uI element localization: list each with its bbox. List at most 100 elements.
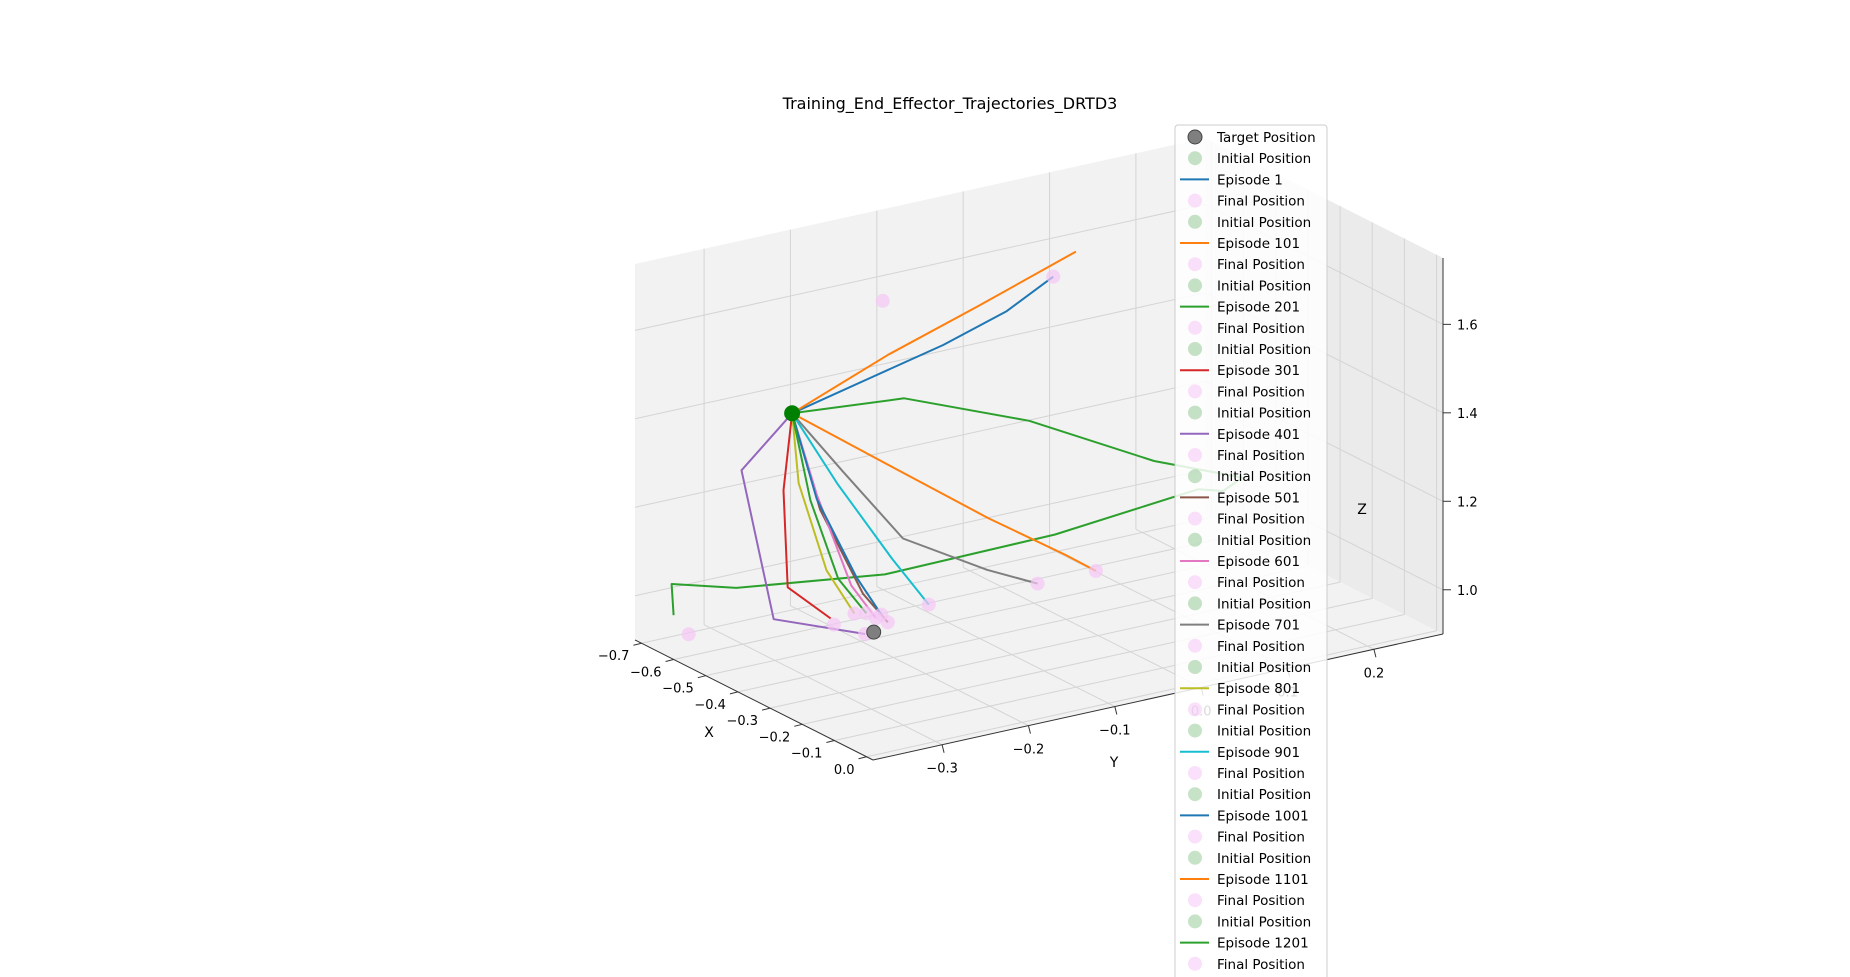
- y-tick-mark: [1027, 725, 1031, 734]
- trajectory-series: [670, 250, 1244, 635]
- x-tick-label: −0.2: [759, 730, 791, 745]
- z-tick-label: 1.2: [1457, 495, 1478, 510]
- legend-marker-swatch: [1188, 893, 1202, 908]
- legend-marker-swatch: [1188, 214, 1202, 229]
- trajectory-line: [791, 413, 868, 614]
- y-tick-mark: [1373, 649, 1377, 658]
- y-tick-label: −0.2: [1013, 743, 1045, 758]
- x-tick-mark: [761, 707, 771, 711]
- legend-marker-swatch: [1188, 787, 1202, 802]
- grid-y-floor: [876, 586, 1116, 707]
- x-tick-label: −0.7: [598, 649, 630, 664]
- legend-label: Final Position: [1217, 194, 1305, 210]
- x-tick-mark: [858, 756, 867, 760]
- legend-label: Episode 301: [1217, 363, 1300, 379]
- legend-label: Final Position: [1217, 830, 1305, 846]
- legend-label: Final Position: [1217, 321, 1305, 337]
- legend-marker-swatch: [1187, 129, 1203, 145]
- legend-marker-swatch: [1188, 766, 1202, 780]
- trajectory-line: [791, 412, 930, 606]
- y-axis-label: Y: [1109, 755, 1119, 771]
- legend-label: Final Position: [1217, 512, 1305, 528]
- y-tick-label: 0.2: [1364, 666, 1385, 681]
- legend-marker-swatch: [1188, 596, 1202, 611]
- legend-marker-swatch: [1188, 575, 1202, 590]
- legend-marker-swatch: [1188, 469, 1202, 484]
- y-tick-mark: [1114, 706, 1118, 715]
- z-axis-label: Z: [1357, 502, 1367, 518]
- trajectory-line: [791, 275, 1054, 415]
- legend-marker-swatch: [1188, 405, 1202, 420]
- legend-marker-swatch: [1188, 660, 1202, 674]
- legend-marker-swatch: [1188, 532, 1202, 547]
- grid-z-left: [634, 469, 1206, 597]
- x-tick-mark: [826, 740, 835, 744]
- legend-marker-swatch: [1188, 850, 1202, 865]
- legend-label: Episode 201: [1217, 300, 1300, 316]
- legend-label: Initial Position: [1217, 596, 1311, 612]
- position-markers: [681, 269, 1103, 642]
- final-position-marker: [681, 627, 696, 642]
- legend-label: Episode 401: [1217, 427, 1300, 443]
- grid-x-floor: [641, 516, 1212, 644]
- x-tick-label: −0.5: [662, 682, 694, 697]
- legend-label: Episode 901: [1217, 745, 1300, 761]
- legend-marker-swatch: [1188, 702, 1202, 717]
- x-axis-label: X: [704, 725, 714, 741]
- legend-label: Final Position: [1217, 893, 1305, 909]
- trajectory-line: [791, 413, 883, 616]
- legend-label: Final Position: [1217, 766, 1305, 782]
- final-position-marker: [1030, 576, 1045, 591]
- target-position-marker: [866, 624, 882, 640]
- legend-label: Episode 801: [1217, 681, 1300, 697]
- y-tick-mark: [941, 744, 945, 753]
- legend-marker-swatch: [1188, 151, 1202, 166]
- legend: Target Position Initial Position Episode 1…: [1174, 124, 1328, 977]
- x-tick-label: −0.6: [630, 665, 662, 680]
- legend-marker-swatch: [1188, 448, 1202, 462]
- legend-marker-swatch: [1188, 384, 1202, 399]
- final-position-marker: [847, 606, 862, 621]
- legend-marker-swatch: [1188, 278, 1202, 293]
- legend-label: Episode 501: [1217, 490, 1300, 506]
- trajectory-line: [791, 412, 1038, 585]
- x-tick-label: −0.4: [694, 698, 726, 713]
- grid-z-left: [634, 203, 1206, 331]
- legend-label: Initial Position: [1217, 278, 1311, 294]
- y-axis-line: [872, 633, 1444, 761]
- trajectory-line: [782, 413, 832, 620]
- legend-label: Final Position: [1217, 448, 1305, 464]
- legend-label: Initial Position: [1217, 215, 1311, 231]
- legend-label: Initial Position: [1217, 724, 1311, 740]
- axes-lines: [634, 258, 1444, 761]
- legend-marker-swatch: [1188, 638, 1202, 653]
- legend-marker-swatch: [1188, 193, 1202, 208]
- z-tick-label: 1.4: [1457, 407, 1478, 422]
- final-position-marker: [826, 617, 841, 632]
- z-tick-label: 1.0: [1457, 584, 1478, 599]
- legend-marker-swatch: [1188, 829, 1202, 844]
- final-position-marker: [1088, 563, 1103, 578]
- legend-label: Final Position: [1217, 702, 1305, 718]
- legend-label: Initial Position: [1217, 151, 1311, 167]
- legend-label: Initial Position: [1217, 914, 1311, 930]
- legend-label: Initial Position: [1217, 533, 1311, 549]
- x-tick-label: 0.0: [834, 763, 855, 778]
- legend-marker-swatch: [1188, 723, 1202, 738]
- legend-marker-swatch: [1188, 914, 1202, 929]
- legend-label: Initial Position: [1217, 342, 1311, 358]
- x-tick-mark: [729, 691, 739, 695]
- legend-label: Episode 601: [1217, 554, 1300, 570]
- legend-label: Final Position: [1217, 639, 1305, 655]
- final-position-marker: [859, 606, 874, 621]
- legend-marker-swatch: [1188, 511, 1202, 526]
- grid-y-floor: [962, 567, 1202, 688]
- x-tick-mark: [665, 658, 674, 662]
- x-axis-line: [634, 639, 874, 761]
- legend-marker-swatch: [1188, 342, 1202, 356]
- trajectory-line: [791, 250, 1077, 415]
- legend-label: Initial Position: [1217, 469, 1311, 485]
- legend-label: Final Position: [1217, 957, 1305, 973]
- x-tick-mark: [697, 675, 706, 679]
